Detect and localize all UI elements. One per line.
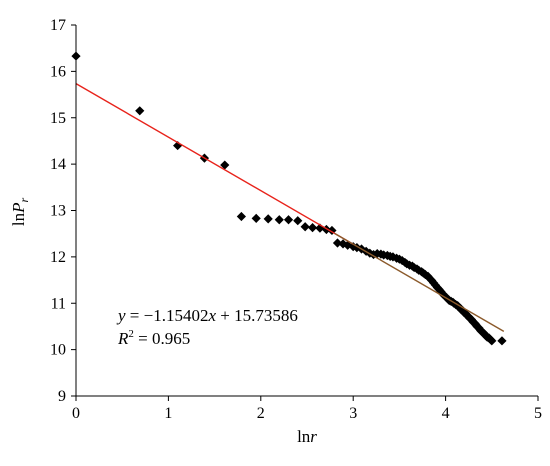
data-point [263, 214, 273, 224]
data-point [251, 213, 261, 223]
x-axis-ticks: 0 1 2 3 4 5 [72, 396, 542, 422]
x-axis-title: lnr [297, 427, 317, 446]
x-tick-label: 0 [72, 405, 80, 422]
plot-area [71, 51, 507, 346]
data-point [332, 238, 343, 248]
r-squared-label: R2 = 0.965 [117, 328, 190, 348]
y-tick-label: 9 [58, 388, 66, 405]
y-tick-label: 15 [50, 110, 66, 127]
data-point [220, 160, 230, 170]
data-point [307, 223, 318, 233]
y-axis-title: lnPr [9, 198, 31, 227]
data-point [487, 336, 497, 346]
data-point [283, 215, 294, 225]
x-tick-label: 5 [534, 405, 542, 422]
data-point [293, 216, 303, 226]
y-tick-label: 14 [50, 156, 66, 173]
regression-equation: y = −1.15402x + 15.73586 [116, 306, 298, 325]
x-tick-label: 4 [442, 405, 450, 422]
trend-line [334, 232, 505, 333]
data-point [300, 222, 310, 232]
x-tick-label: 3 [349, 405, 357, 422]
x-tick-label: 2 [257, 405, 265, 422]
y-tick-label: 10 [50, 342, 66, 359]
y-tick-label: 16 [50, 63, 66, 80]
y-tick-label: 12 [50, 249, 66, 266]
x-tick-label: 1 [164, 405, 172, 422]
y-axis-ticks: 9 10 11 12 13 14 15 16 17 [50, 17, 76, 405]
data-point [236, 211, 246, 222]
data-point [497, 336, 507, 346]
y-tick-label: 11 [51, 295, 66, 312]
data-point [274, 215, 284, 225]
y-tick-label: 13 [50, 203, 66, 220]
data-point [315, 223, 325, 233]
data-point [135, 106, 145, 116]
trend-line [75, 83, 354, 245]
y-tick-label: 17 [50, 17, 66, 34]
